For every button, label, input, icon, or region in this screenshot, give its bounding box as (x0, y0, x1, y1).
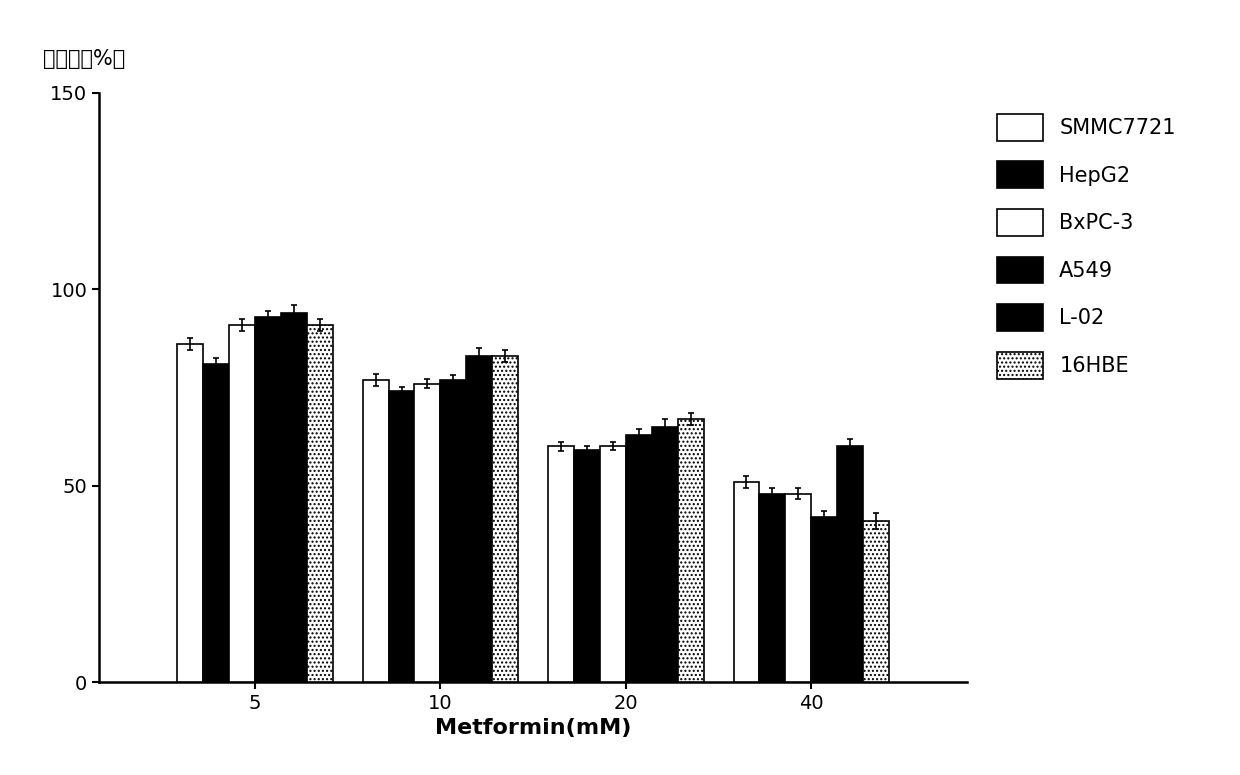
Bar (734, 482, 759, 682)
Bar (492, 356, 518, 682)
Text: 存活率（%）: 存活率（%） (42, 50, 125, 70)
Bar (281, 313, 308, 682)
Bar (785, 494, 811, 682)
X-axis label: Metformin(mM): Metformin(mM) (435, 718, 631, 739)
Bar (759, 494, 785, 682)
Bar (440, 380, 466, 682)
Bar (863, 521, 889, 682)
Bar (466, 356, 492, 682)
Bar (600, 446, 626, 682)
Bar (548, 446, 574, 682)
Bar (255, 317, 281, 682)
Legend: SMMC7721, HepG2, BxPC-3, A549, L-02, 16HBE: SMMC7721, HepG2, BxPC-3, A549, L-02, 16H… (986, 103, 1187, 389)
Bar (837, 446, 863, 682)
Bar (229, 325, 255, 682)
Bar (574, 450, 600, 682)
Bar (388, 391, 414, 682)
Bar (308, 325, 332, 682)
Bar (652, 427, 678, 682)
Bar (811, 517, 837, 682)
Bar (678, 419, 704, 682)
Bar (414, 384, 440, 682)
Bar (626, 435, 652, 682)
Bar (203, 364, 229, 682)
Bar (177, 344, 203, 682)
Bar (362, 380, 388, 682)
